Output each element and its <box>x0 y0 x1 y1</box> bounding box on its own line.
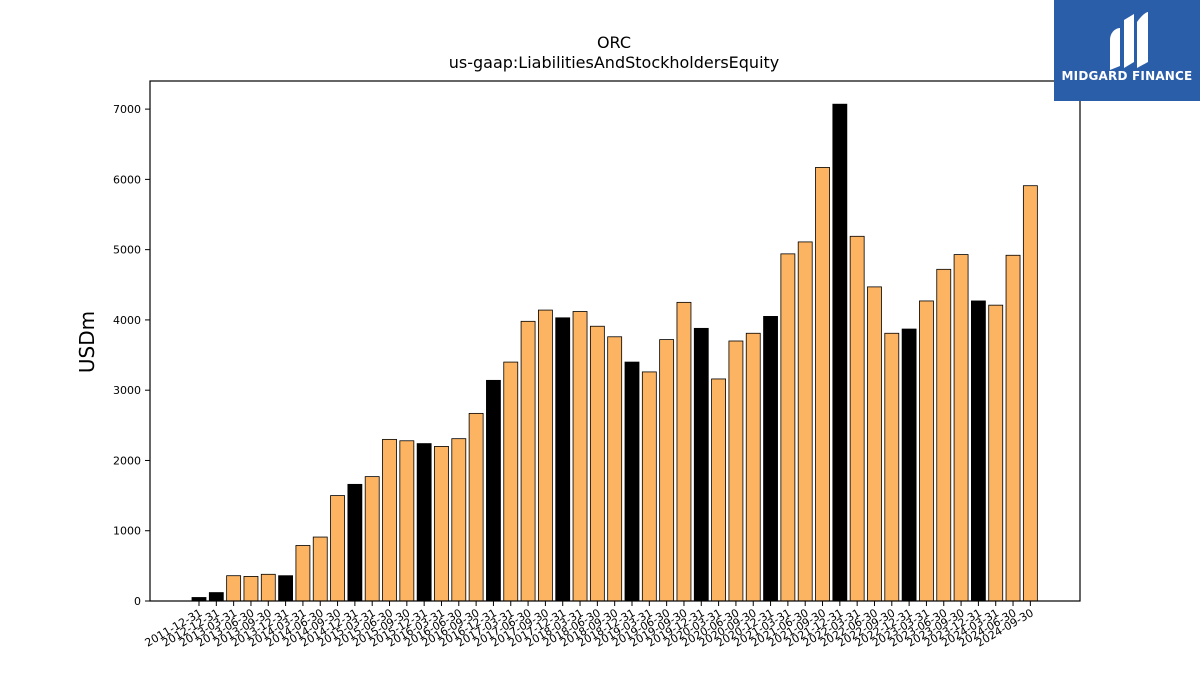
bar-2022-09-30 <box>884 332 900 602</box>
bar-2024-03-31 <box>988 304 1004 602</box>
bar-2020-12-31 <box>763 316 778 602</box>
bar-2018-09-30 <box>607 336 623 602</box>
bar-2021-03-31 <box>780 253 796 602</box>
y-tick-label: 7000 <box>113 103 141 116</box>
bar-2013-12-31 <box>278 575 294 602</box>
bar-2014-12-31 <box>347 483 363 602</box>
bar-2015-06-30 <box>382 438 397 602</box>
y-tick-label: 3000 <box>113 384 141 397</box>
bar-2024-06-30 <box>1005 254 1021 602</box>
bar-2014-06-30 <box>312 536 328 602</box>
bar-2013-09-30 <box>260 573 276 602</box>
bar-2018-06-30 <box>589 325 605 602</box>
bar-2023-03-31 <box>919 300 934 602</box>
brand-logo: MIDGARD FINANCE <box>1054 0 1200 101</box>
bar-2017-03-31 <box>503 361 519 602</box>
y-axis-label: USDm <box>75 311 99 373</box>
x-ticks: 2011-12-312012-12-312013-03-312013-06-30… <box>143 601 1036 650</box>
bar-2022-06-30 <box>867 286 882 602</box>
bar-2019-09-30 <box>676 301 692 602</box>
bar-2021-09-30 <box>815 167 830 602</box>
bar-2016-06-30 <box>451 438 467 602</box>
bar-2017-12-31 <box>555 317 571 602</box>
bar-2019-06-30 <box>659 339 675 602</box>
y-tick-label: 2000 <box>113 454 141 467</box>
bar-2015-03-31 <box>364 476 380 602</box>
bar-2023-12-31 <box>971 300 986 602</box>
bar-2024-09-30 <box>1022 185 1038 602</box>
bar-2014-09-30 <box>330 495 345 602</box>
y-tick-label: 5000 <box>113 244 141 257</box>
bar-2019-12-31 <box>693 327 709 602</box>
bar-2020-06-30 <box>728 340 744 602</box>
bar-2016-09-30 <box>468 412 484 602</box>
logo-text: MIDGARD FINANCE <box>1061 69 1193 83</box>
bar-2014-03-31 <box>295 545 311 602</box>
bar-2013-06-30 <box>243 576 259 602</box>
y-tick-label: 1000 <box>113 525 141 538</box>
bar-2017-09-30 <box>538 309 553 602</box>
bar-2023-09-30 <box>953 254 969 602</box>
y-tick-label: 6000 <box>113 173 141 186</box>
bar-2021-12-31 <box>832 103 848 602</box>
bar-2022-03-31 <box>849 235 865 602</box>
midgard-logo-icon <box>1110 12 1148 70</box>
bars-group <box>191 103 1038 602</box>
bar-2021-06-30 <box>797 241 813 602</box>
bar-2019-03-31 <box>641 371 657 602</box>
bar-2012-12-31 <box>208 592 224 602</box>
bar-2015-12-31 <box>416 443 432 602</box>
bar-2018-12-31 <box>624 361 640 602</box>
plot-frame <box>149 80 1081 602</box>
chart-title: ORC <box>597 33 631 52</box>
bar-2020-03-31 <box>711 378 726 602</box>
y-tick-label: 4000 <box>113 314 141 327</box>
bar-2020-09-30 <box>745 332 761 602</box>
bar-2015-09-30 <box>399 440 415 602</box>
bar-2018-03-31 <box>572 311 588 602</box>
y-ticks: 0 1000 2000 3000 4000 5000 6000 7000 <box>113 103 150 608</box>
bar-2017-06-30 <box>520 320 536 602</box>
y-tick-label: 0 <box>134 595 141 608</box>
chart-subtitle: us-gaap:LiabilitiesAndStockholdersEquity <box>449 53 780 72</box>
bar-2016-12-31 <box>486 379 501 602</box>
bar-2023-06-30 <box>936 268 952 602</box>
bar-2022-12-31 <box>901 328 917 602</box>
bar-2016-03-31 <box>434 446 449 602</box>
bar-2013-03-31 <box>226 575 242 602</box>
